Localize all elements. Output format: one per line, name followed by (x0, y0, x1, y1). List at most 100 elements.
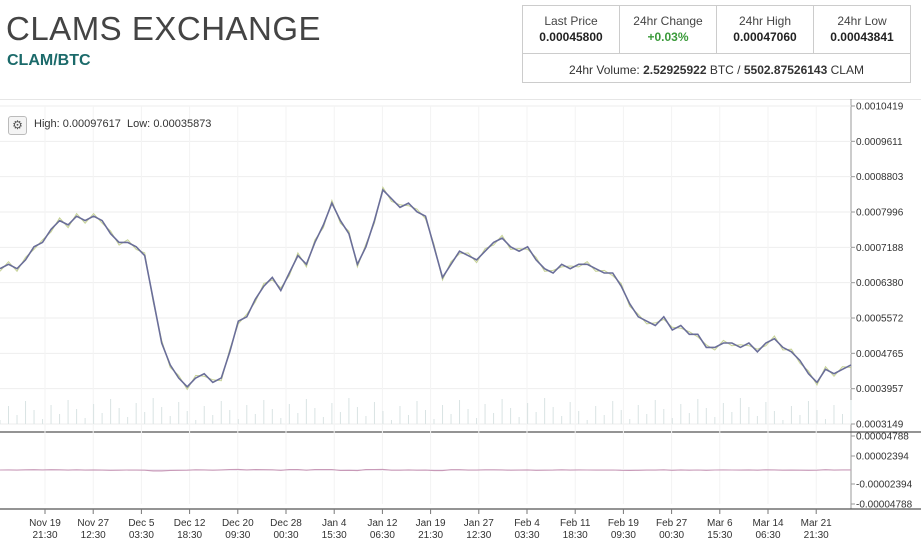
volume-bars (0, 398, 852, 424)
indicator-axis: 0.00004788 0.00002394 -0.00002394 -0.000047… (851, 432, 913, 511)
time-tick-time: 21:30 (32, 530, 57, 541)
volume-bar (663, 409, 665, 424)
volume-bar (637, 405, 639, 424)
volume-bar (578, 411, 580, 424)
time-tick-time: 18:30 (177, 530, 202, 541)
volume-bar (407, 415, 409, 424)
volume-bar (110, 399, 112, 424)
volume-bar (76, 409, 78, 424)
volume-bar (169, 416, 171, 424)
market-stats-panel: Last Price 0.00045800 24hr Change +0.03%… (522, 5, 911, 83)
volume-bar (84, 418, 86, 424)
volume-bar (799, 415, 801, 424)
time-tick-date: Dec 28 (270, 518, 302, 529)
volume-bar (203, 406, 205, 424)
volume-bar (161, 407, 163, 424)
volume-btc-unit: BTC / (709, 63, 741, 77)
volume-bar (824, 419, 826, 424)
volume-bar (237, 419, 239, 424)
time-tick-date: Mar 6 (707, 518, 733, 529)
volume-label: 24hr Volume: (569, 63, 640, 77)
time-tick-date: Feb 27 (656, 518, 688, 529)
volume-bar (195, 420, 197, 424)
volume-bar (365, 416, 367, 424)
volume-bar (705, 408, 707, 424)
volume-bar (135, 403, 137, 424)
volume-bar (765, 402, 767, 424)
volume-bar (450, 414, 452, 424)
price-chart[interactable]: 0.0010419 0.0009611 0.0008803 0.0007996 0.00… (0, 99, 921, 559)
volume-bar (433, 419, 435, 424)
time-tick-date: Feb 19 (608, 518, 640, 529)
time-tick-date: Feb 4 (514, 518, 540, 529)
chart-low-value: 0.00035873 (153, 118, 212, 130)
last-price-cell: Last Price 0.00045800 (523, 6, 620, 53)
volume-bar (416, 401, 418, 424)
volume-bar (501, 399, 503, 424)
volume-bar (263, 400, 265, 424)
volume-bar (297, 413, 299, 424)
volume-bar (467, 409, 469, 424)
volume-bar (314, 408, 316, 424)
volume-bar (348, 398, 350, 424)
change-cell: 24hr Change +0.03% (620, 6, 717, 53)
volume-bar (331, 403, 333, 424)
time-tick-date: Dec 5 (128, 518, 155, 529)
indicator-tick-label: 0.00002394 (856, 452, 909, 463)
volume-clam-unit: CLAM (830, 63, 864, 77)
price-axis: 0.0010419 0.0009611 0.0008803 0.0007996 0.00… (851, 102, 904, 431)
time-tick-date: Jan 19 (416, 518, 446, 529)
chart-high-label: High: (34, 118, 60, 130)
indicator-series (0, 468, 851, 472)
volume-bar (8, 406, 10, 424)
volume-row: 24hr Volume: 2.52925922 BTC / 5502.87526… (523, 54, 910, 77)
time-tick-time: 03:30 (129, 530, 154, 541)
time-tick-date: Mar 21 (801, 518, 833, 529)
volume-bar (748, 407, 750, 424)
time-tick-date: Dec 20 (222, 518, 254, 529)
time-tick-date: Jan 12 (367, 518, 397, 529)
volume-bar (186, 411, 188, 424)
low-label: 24hr Low (837, 14, 887, 28)
time-tick-time: 18:30 (563, 530, 588, 541)
high-label: 24hr High (738, 14, 792, 28)
volume-bar (288, 404, 290, 424)
volume-bar (254, 414, 256, 424)
volume-bar (382, 411, 384, 424)
volume-bar (101, 413, 103, 424)
volume-bar (816, 410, 818, 424)
volume-bar (841, 414, 843, 424)
high-cell: 24hr High 0.00047060 (717, 6, 814, 53)
chart-high-low: High: 0.00097617 Low: 0.00035873 (34, 118, 211, 130)
price-tick-label: 0.0009611 (856, 137, 903, 148)
price-tick-label: 0.0005572 (856, 314, 904, 325)
volume-bar (697, 399, 699, 424)
volume-bar (790, 406, 792, 424)
volume-bar (305, 399, 307, 424)
time-tick-time: 00:30 (273, 530, 298, 541)
volume-bar (569, 402, 571, 424)
volume-bar (0, 420, 1, 424)
volume-bar (93, 404, 95, 424)
pair-label: CLAM/BTC (7, 52, 91, 69)
volume-bar (118, 408, 120, 424)
time-tick-time: 09:30 (611, 530, 636, 541)
volume-bar (714, 417, 716, 424)
indicator-line (0, 468, 851, 472)
time-tick-time: 06:30 (370, 530, 395, 541)
volume-bar (535, 412, 537, 424)
price-tick-label: 0.0010419 (856, 102, 904, 113)
time-tick-date: Dec 12 (174, 518, 206, 529)
volume-bar (671, 418, 673, 424)
volume-bar (127, 417, 129, 424)
time-tick-time: 12:30 (466, 530, 491, 541)
price-tick-label: 0.0003149 (856, 420, 904, 431)
volume-bar (16, 415, 18, 424)
gear-icon[interactable]: ⚙ (8, 116, 27, 135)
volume-bar (356, 407, 358, 424)
chart-grid (0, 99, 921, 510)
volume-bar (484, 404, 486, 424)
volume-bar (280, 418, 282, 424)
volume-bar (654, 400, 656, 424)
volume-bar (493, 413, 495, 424)
